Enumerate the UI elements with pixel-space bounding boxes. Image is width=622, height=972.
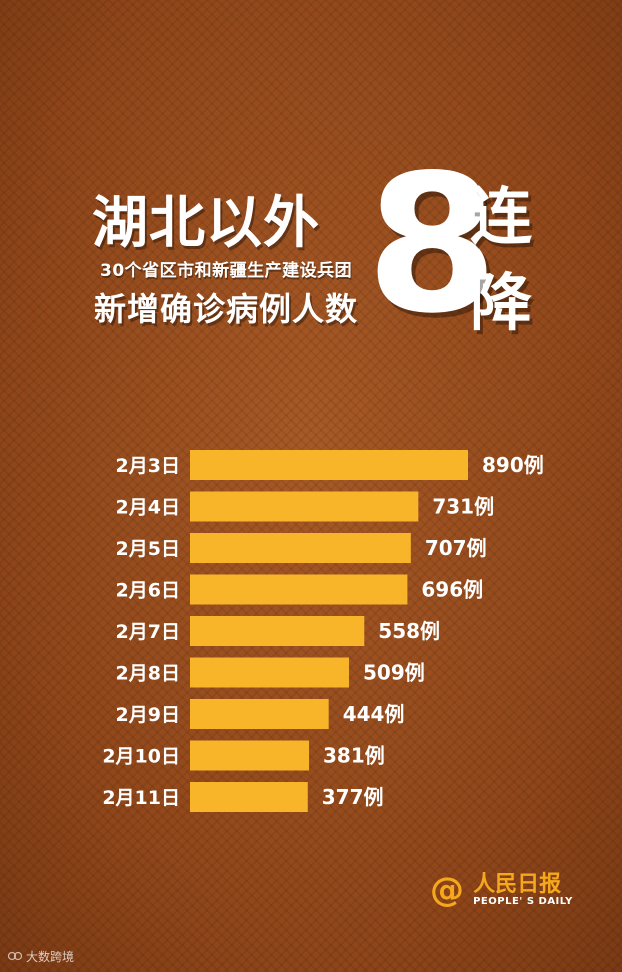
watermark-icon <box>7 950 23 964</box>
bar <box>190 782 308 812</box>
category-label: 2月6日 <box>116 580 180 602</box>
value-label: 558例 <box>378 619 440 643</box>
logo-name-en: PEOPLE' S DAILY <box>473 896 573 908</box>
value-label: 509例 <box>363 661 425 685</box>
bar <box>190 616 365 646</box>
category-label: 2月11日 <box>102 787 180 809</box>
value-label: 377例 <box>322 785 384 809</box>
value-label: 696例 <box>421 578 483 602</box>
headline-title: 湖北以外 <box>92 191 320 256</box>
watermark: 大数跨境 <box>7 948 75 965</box>
value-label: 444例 <box>343 702 405 726</box>
category-label: 2月10日 <box>102 746 180 768</box>
watermark-text: 大数跨境 <box>26 950 75 964</box>
category-label: 2月3日 <box>116 455 180 477</box>
logo-name-cn: 人民日报 <box>473 871 562 897</box>
headline-side-char-1: 连 <box>469 180 532 253</box>
bar <box>190 450 468 480</box>
peoples-daily-logo: @ 人民日报 PEOPLE' S DAILY <box>430 870 573 910</box>
bar-chart: 2月3日 890例 2月4日 731例 2月5日 707例 2月6日 696例 2月7日 558例… <box>102 450 544 812</box>
bar <box>190 574 408 605</box>
at-sign-icon: @ <box>430 870 464 910</box>
bar <box>190 657 349 688</box>
headline-subtitle: 30个省区市和新疆生产建设兵团 <box>100 261 353 281</box>
headline-side-char-2: 降 <box>469 266 532 339</box>
bar <box>190 533 411 563</box>
bar <box>190 699 329 729</box>
category-label: 2月9日 <box>116 704 180 726</box>
headline-metric: 新增确诊病例人数 <box>94 290 359 328</box>
category-label: 2月8日 <box>116 663 180 685</box>
value-label: 731例 <box>432 495 494 519</box>
category-label: 2月7日 <box>116 621 180 643</box>
category-label: 2月4日 <box>116 497 180 519</box>
value-label: 707例 <box>425 536 487 560</box>
bar <box>190 491 419 522</box>
category-label: 2月5日 <box>116 538 180 560</box>
value-label: 890例 <box>482 453 544 477</box>
headline-big-number: 8 <box>366 134 499 355</box>
value-label: 381例 <box>323 744 385 768</box>
logo-text: 人民日报 PEOPLE' S DAILY <box>473 873 573 907</box>
bar <box>190 740 310 771</box>
